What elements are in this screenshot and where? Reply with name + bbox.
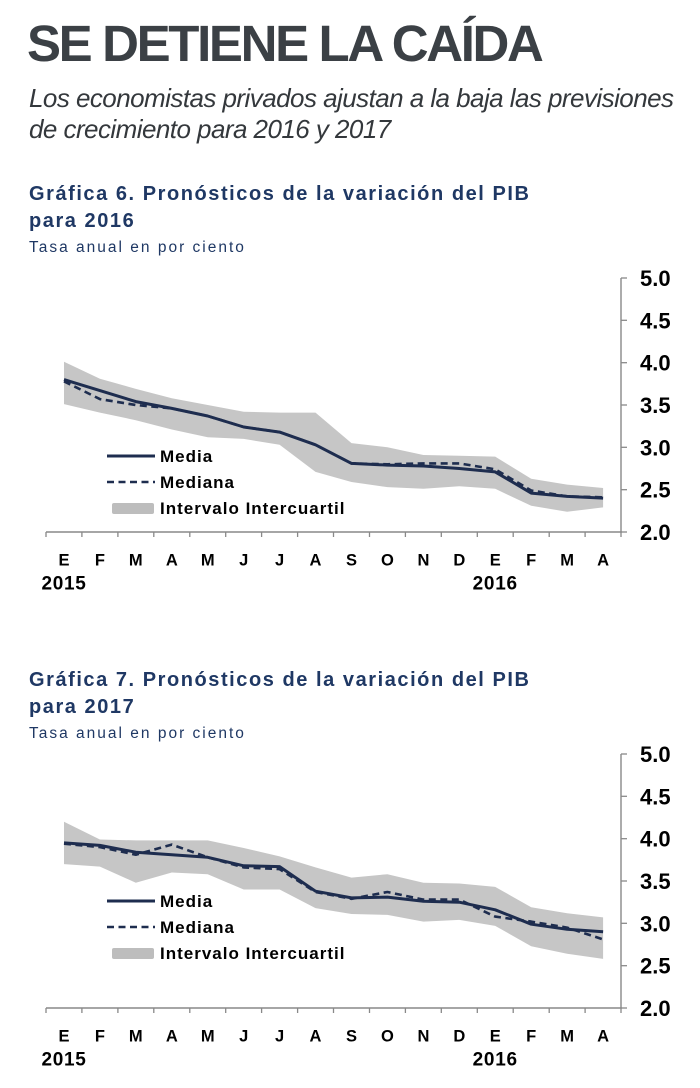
svg-text:A: A [166,1028,178,1046]
svg-text:S: S [346,552,357,570]
svg-text:D: D [453,552,465,570]
svg-text:2015: 2015 [41,574,86,595]
svg-text:M: M [129,552,143,570]
svg-text:M: M [560,1028,574,1046]
svg-text:3.0: 3.0 [640,435,671,460]
svg-text:E: E [490,552,501,570]
svg-text:A: A [310,1028,322,1046]
svg-text:2.0: 2.0 [640,996,671,1021]
svg-text:A: A [310,552,322,570]
svg-text:A: A [597,552,609,570]
svg-text:M: M [129,1028,143,1046]
svg-text:D: D [453,1028,465,1046]
svg-text:4.5: 4.5 [640,784,671,809]
svg-text:5.0: 5.0 [640,266,671,291]
svg-text:Mediana: Mediana [160,473,235,492]
svg-text:M: M [201,552,215,570]
svg-text:M: M [201,1028,215,1046]
svg-text:2.5: 2.5 [640,478,671,503]
svg-text:4.0: 4.0 [640,351,671,376]
svg-text:F: F [95,1028,105,1046]
svg-text:S: S [346,1028,357,1046]
svg-text:O: O [381,1028,394,1046]
svg-text:Media: Media [160,892,213,911]
svg-text:F: F [526,552,536,570]
svg-text:3.5: 3.5 [640,869,671,894]
svg-text:J: J [275,552,284,570]
svg-text:F: F [95,552,105,570]
svg-text:3.0: 3.0 [640,911,671,936]
svg-text:2016: 2016 [473,574,518,595]
svg-text:A: A [166,552,178,570]
svg-text:4.5: 4.5 [640,308,671,333]
svg-text:E: E [58,552,69,570]
svg-text:4.0: 4.0 [640,827,671,852]
svg-text:2015: 2015 [41,1050,86,1071]
svg-text:Mediana: Mediana [160,918,235,937]
svg-text:N: N [417,552,429,570]
svg-text:E: E [58,1028,69,1046]
svg-text:A: A [597,1028,609,1046]
svg-text:Media: Media [160,447,213,466]
svg-text:5.0: 5.0 [640,742,671,767]
svg-text:J: J [275,1028,284,1046]
svg-text:2016: 2016 [473,1050,518,1071]
svg-text:3.5: 3.5 [640,393,671,418]
svg-text:2.5: 2.5 [640,954,671,979]
svg-text:O: O [381,552,394,570]
svg-text:Intervalo Intercuartil: Intervalo Intercuartil [160,944,345,963]
svg-text:N: N [417,1028,429,1046]
svg-text:J: J [239,552,248,570]
svg-text:J: J [239,1028,248,1046]
svg-text:M: M [560,552,574,570]
svg-text:2.0: 2.0 [640,520,671,545]
svg-text:E: E [490,1028,501,1046]
svg-text:Intervalo Intercuartil: Intervalo Intercuartil [160,499,345,518]
svg-text:F: F [526,1028,536,1046]
